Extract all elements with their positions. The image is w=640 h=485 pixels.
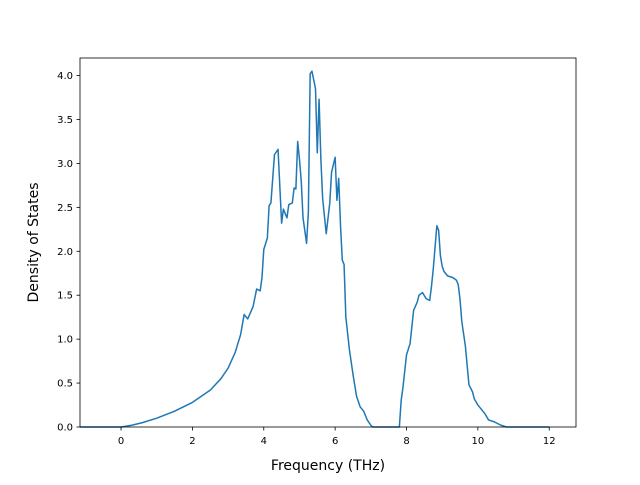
y-tick-label: 3.0: [57, 159, 73, 170]
y-tick-label: 0.5: [57, 379, 73, 390]
x-tick-label: 4: [261, 436, 267, 447]
y-tick-label: 4.0: [57, 71, 73, 82]
y-axis-ticks: 0.0 0.5 1.0 1.5 2.0 2.5 3.0 3.5 4.0: [57, 71, 80, 434]
axes-frame: [79, 57, 577, 428]
x-tick-label: 10: [472, 436, 485, 447]
y-tick-label: 1.5: [57, 291, 73, 302]
plot-area: [80, 70, 550, 428]
x-axis-ticks: 0 2 4 6 8 10 12: [118, 427, 556, 447]
y-axis-label: Density of States: [26, 183, 42, 303]
y-tick-label: 2.0: [57, 247, 73, 258]
y-tick-label: 3.5: [57, 115, 73, 126]
y-tick-label: 2.5: [57, 203, 73, 214]
x-axis-label: Frequency (THz): [271, 458, 385, 474]
y-tick-label: 0.0: [57, 423, 73, 434]
x-tick-label: 0: [118, 436, 124, 447]
x-tick-label: 6: [332, 436, 338, 447]
x-tick-label: 8: [403, 436, 409, 447]
dos-series-line: [80, 70, 550, 428]
y-tick-label: 1.0: [57, 335, 73, 346]
x-tick-label: 2: [189, 436, 195, 447]
x-tick-label: 12: [543, 436, 556, 447]
